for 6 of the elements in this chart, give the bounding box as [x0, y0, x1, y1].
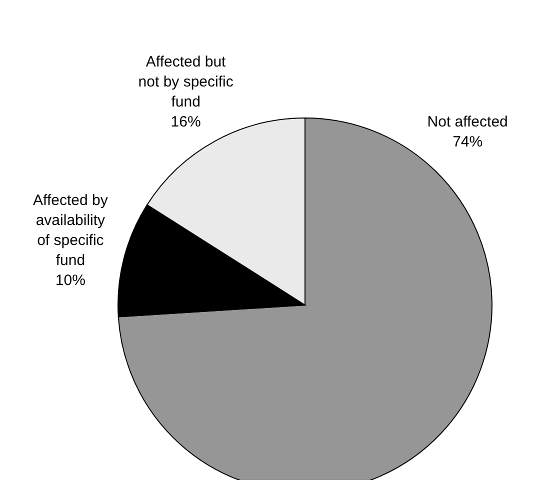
data-label: 16%: [170, 113, 201, 130]
slice-label: Affected but not by specific fund: [138, 53, 234, 110]
data-label: 10%: [55, 272, 86, 290]
data-label: 74%: [452, 133, 483, 150]
slice-label: Affected by availability of specific fund: [33, 192, 108, 270]
slice-label: Not affected: [427, 113, 508, 130]
